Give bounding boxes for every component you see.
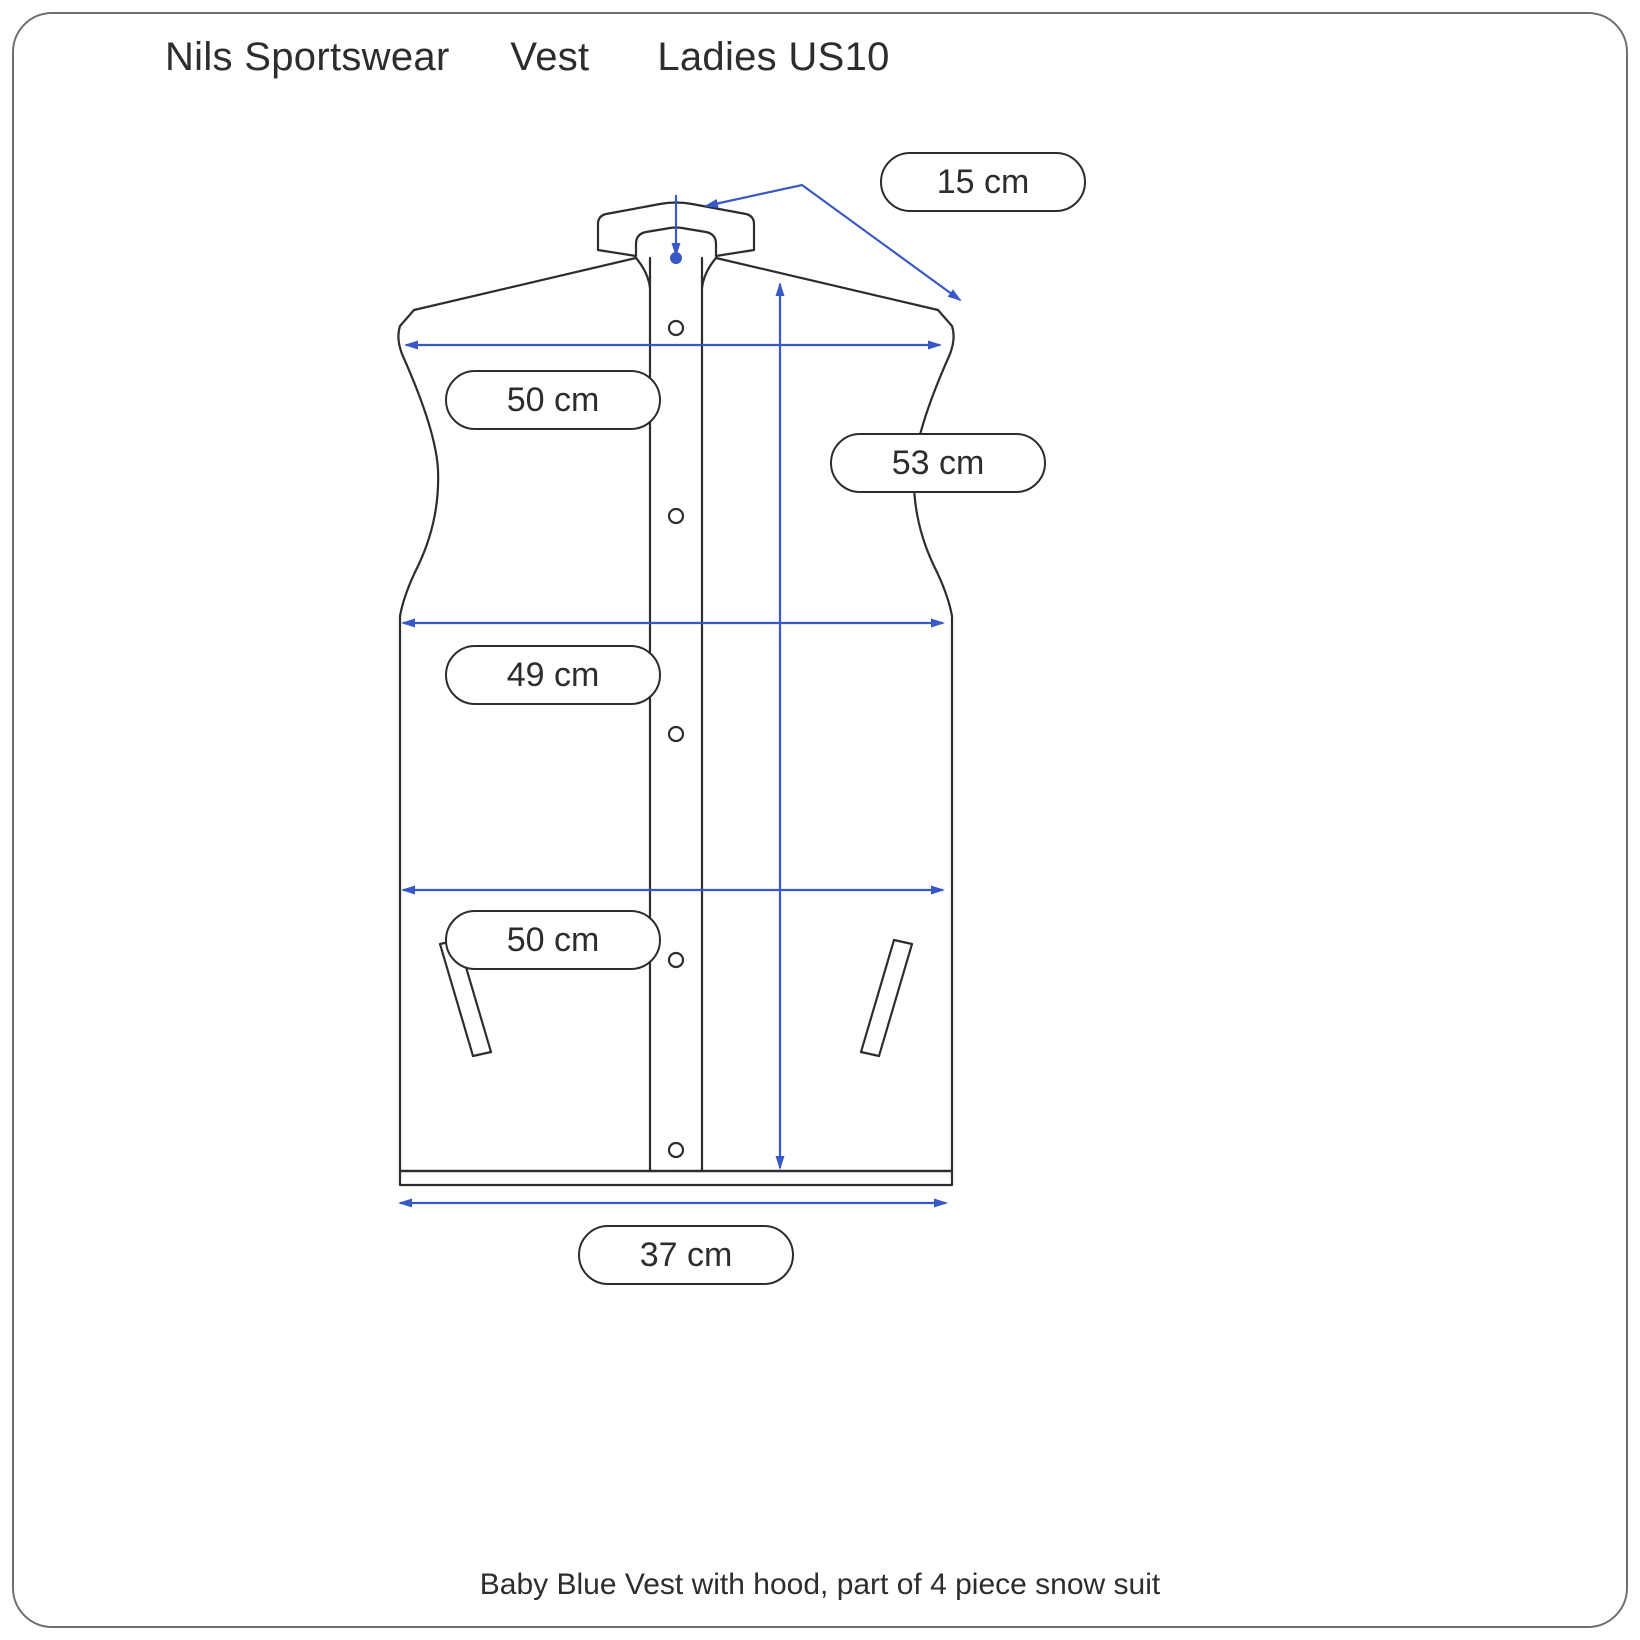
pill-hip: 50 cm: [445, 910, 661, 970]
measurement-diagram: [0, 0, 1640, 1640]
pill-waist: 49 cm: [445, 645, 661, 705]
pill-front-length: 53 cm: [830, 433, 1046, 493]
pill-hem: 37 cm: [578, 1225, 794, 1285]
pill-shoulder: 15 cm: [880, 152, 1086, 212]
caption: Baby Blue Vest with hood, part of 4 piec…: [0, 1568, 1640, 1602]
pocket-right: [861, 940, 912, 1056]
buttons: [669, 321, 683, 1157]
pill-chest: 50 cm: [445, 370, 661, 430]
